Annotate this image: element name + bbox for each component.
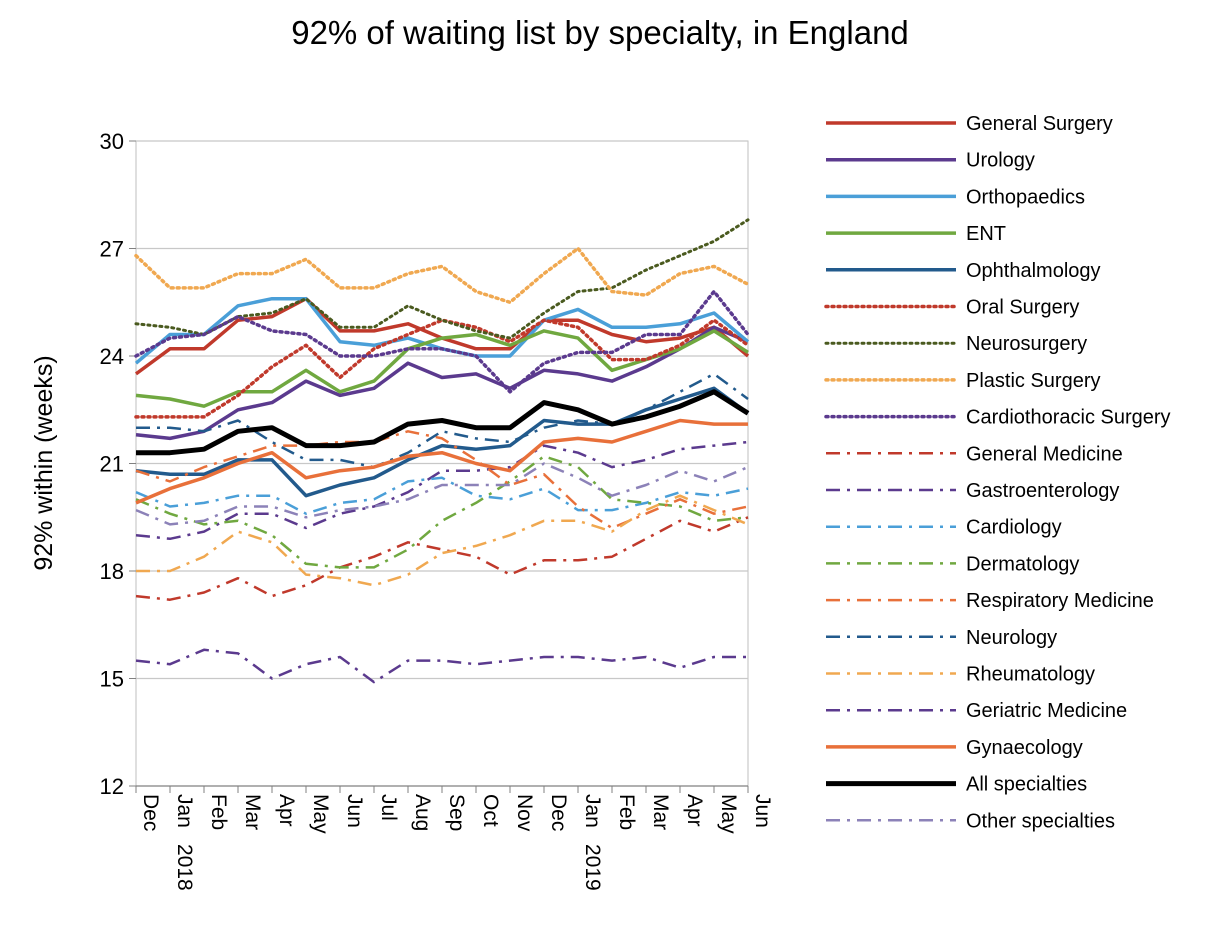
x-tick-label: Jul [377, 794, 400, 821]
x-tick-label: Apr [683, 794, 706, 827]
x-tick-label: Jun [751, 794, 774, 828]
x-tick-label: Mar [649, 794, 672, 830]
y-tick-label: 21 [100, 452, 124, 477]
series-line-cardiology [135, 476, 749, 515]
legend-item-respiratory-medicine: Respiratory Medicine [826, 590, 1154, 612]
y-axis-label: 92% within (weeks) [30, 355, 58, 570]
legend-label: Urology [966, 150, 1035, 172]
legend-label: Cardiothoracic Surgery [966, 407, 1171, 429]
x-tick-label: Oct [479, 794, 502, 827]
legend-item-neurology: Neurology [826, 627, 1057, 649]
y-tick-label: 27 [100, 237, 124, 262]
legend-label: Cardiology [966, 517, 1062, 539]
legend-item-ophthalmology: Ophthalmology [826, 260, 1101, 282]
x-tick-label: Dec [139, 794, 162, 831]
legend-item-plastic-surgery: Plastic Surgery [824, 370, 1101, 392]
legend-label: Orthopaedics [966, 186, 1085, 208]
legend-item-gynaecology: Gynaecology [826, 737, 1083, 759]
x-tick-label: May [309, 794, 332, 834]
legend-label: General Surgery [966, 113, 1113, 135]
series-line-plastic-surgery [134, 246, 750, 305]
x-tick-label: Mar [241, 794, 264, 830]
chart-title: 92% of waiting list by specialty, in Eng… [291, 14, 909, 51]
legend-item-geriatric-medicine: Geriatric Medicine [826, 700, 1127, 722]
legend-label: Geriatric Medicine [966, 700, 1127, 722]
y-tick-label: 30 [100, 129, 124, 154]
legend-item-urology: Urology [826, 150, 1035, 172]
legend-label: Other specialties [966, 810, 1115, 832]
x-tick-label: Jan [173, 794, 196, 828]
y-tick-label: 24 [100, 344, 124, 369]
legend-label: ENT [966, 223, 1006, 245]
x-tick-label: Sep [445, 794, 468, 831]
plot-area: 12 15 18 21 24 27 30 Dec Jan Feb Mar Apr May Jun Jul Au… [100, 129, 774, 891]
x-tick-label: May [717, 794, 740, 834]
legend-label: Gynaecology [966, 737, 1083, 759]
legend-item-cardiothoracic-surgery: Cardiothoracic Surgery [824, 407, 1171, 429]
series-line-gynaecology [135, 418, 748, 505]
legend-item-general-surgery: General Surgery [826, 113, 1113, 135]
series-line-urology [135, 325, 749, 441]
legend-label: Oral Surgery [966, 297, 1079, 319]
legend-item-oral-surgery: Oral Surgery [824, 297, 1079, 319]
series-line-neurology [136, 372, 749, 469]
legend-label: Neurosurgery [966, 333, 1087, 355]
legend-item-gastroenterology: Gastroenterology [826, 480, 1119, 502]
x-tick-label: Aug [411, 794, 434, 831]
legend-label: Plastic Surgery [966, 370, 1101, 392]
legend-label: All specialties [966, 774, 1087, 796]
legend-label: Rheumatology [966, 664, 1095, 686]
legend-label: General Medicine [966, 443, 1123, 465]
series-line-gastroenterology [135, 440, 749, 541]
legend-label: Respiratory Medicine [966, 590, 1154, 612]
legend: General Surgery Urology Orthopaedics ENT Oph… [824, 113, 1171, 832]
y-tick-label: 15 [100, 667, 124, 692]
series-line-neurosurgery [134, 218, 750, 340]
legend-item-ent: ENT [826, 223, 1006, 245]
x-tick-label: Feb [615, 794, 638, 830]
x-tick-label: Apr [275, 794, 298, 827]
legend-label: Neurology [966, 627, 1057, 649]
legend-item-all-specialties: All specialties [826, 774, 1087, 796]
legend-item-orthopaedics: Orthopaedics [826, 186, 1085, 208]
series-line-general-medicine [135, 516, 749, 601]
series-line-oral-surgery [134, 318, 750, 419]
y-tick-label: 18 [100, 559, 124, 584]
legend-item-other-specialties: Other specialties [826, 810, 1115, 832]
series-line-cardiothoracic-surgery [134, 289, 750, 394]
series-line-dermatology [135, 455, 749, 569]
legend-item-rheumatology: Rheumatology [826, 664, 1095, 686]
legend-label: Ophthalmology [966, 260, 1101, 282]
legend-item-neurosurgery: Neurosurgery [824, 333, 1087, 355]
legend-item-dermatology: Dermatology [826, 553, 1079, 575]
series-line-geriatric-medicine [135, 648, 748, 684]
x-year-label: 2018 [173, 844, 196, 891]
legend-label: Gastroenterology [966, 480, 1119, 502]
y-tick-label: 12 [100, 774, 124, 799]
x-year-label: 2019 [581, 844, 604, 891]
x-tick-label: Dec [547, 794, 570, 831]
series-line-other-specialties [135, 462, 749, 526]
x-tick-label: Feb [207, 794, 230, 830]
x-tick-label: Jan [581, 794, 604, 828]
legend-label: Dermatology [966, 553, 1079, 575]
legend-item-cardiology: Cardiology [826, 517, 1062, 539]
x-tick-label: Nov [513, 794, 536, 832]
x-tick-label: Jun [343, 794, 366, 828]
series-line-respiratory-medicine [135, 430, 749, 530]
series-line-all-specialties [136, 389, 750, 456]
legend-item-general-medicine: General Medicine [826, 443, 1123, 465]
